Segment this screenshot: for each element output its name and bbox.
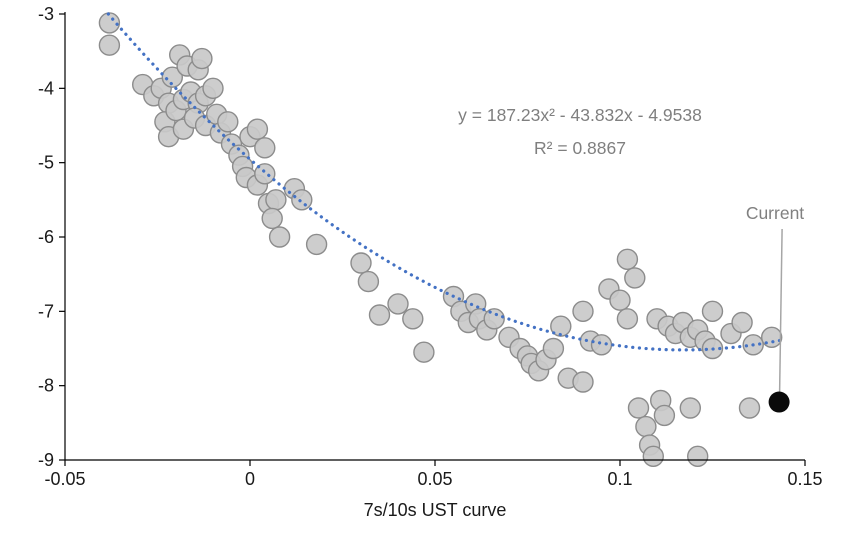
data-point: [590, 334, 613, 356]
x-tick-label: 0.15: [787, 469, 822, 489]
trendline-equation: y = 187.23x² - 43.832x - 4.9538: [458, 105, 702, 125]
data-point: [572, 300, 594, 322]
data-point: [679, 397, 701, 419]
data-point: [350, 252, 372, 274]
data-point: [642, 445, 664, 467]
data-point: [761, 326, 783, 348]
x-tick-label: 0.05: [417, 469, 452, 489]
y-tick-label: -5: [38, 153, 54, 173]
data-point: [161, 66, 184, 88]
r-squared-label: R² = 0.8867: [534, 138, 626, 158]
x-tick-label: 0.1: [607, 469, 632, 489]
data-point: [687, 445, 709, 467]
y-tick-label: -7: [38, 301, 54, 321]
y-tick-label: -4: [38, 78, 54, 98]
data-point: [653, 404, 676, 427]
data-point: [191, 47, 213, 70]
data-point: [246, 118, 269, 140]
data-point: [483, 308, 505, 330]
data-point: [731, 311, 753, 334]
data-point: [368, 304, 391, 326]
data-point: [635, 415, 657, 438]
data-point: [402, 308, 424, 330]
x-tick-label: 0: [245, 469, 255, 489]
current-point: [768, 391, 790, 413]
data-point: [616, 308, 639, 330]
data-point: [254, 137, 276, 159]
y-tick-label: -9: [38, 450, 54, 470]
x-tick-label: -0.05: [44, 469, 85, 489]
y-tick-label: -8: [38, 376, 54, 396]
data-point: [413, 341, 435, 363]
data-point: [572, 371, 594, 393]
data-point: [305, 233, 328, 256]
data-point: [701, 300, 724, 322]
data-point: [542, 337, 565, 360]
data-point: [609, 289, 631, 311]
data-point: [616, 248, 639, 270]
data-point: [265, 189, 287, 211]
data-point: [268, 226, 291, 248]
data-point: [291, 189, 313, 211]
data-point: [202, 77, 224, 100]
current-annotation: Current: [745, 203, 805, 223]
current-leader-line: [778, 228, 783, 394]
data-point: [387, 293, 409, 315]
data-point: [217, 111, 239, 133]
data-point: [254, 163, 276, 185]
data-point: [738, 397, 761, 419]
x-axis-title: 7s/10s UST curve: [363, 500, 507, 520]
data-point: [261, 207, 283, 230]
data-point: [550, 315, 572, 337]
y-tick-label: -3: [38, 4, 54, 24]
data-point: [357, 270, 380, 293]
data-point: [624, 267, 646, 289]
data-point: [627, 397, 650, 419]
trendline-equation-block: y = 187.23x² - 43.832x - 4.9538 R² = 0.8…: [408, 99, 752, 165]
data-point: [98, 34, 121, 56]
y-tick-label: -6: [38, 227, 54, 247]
